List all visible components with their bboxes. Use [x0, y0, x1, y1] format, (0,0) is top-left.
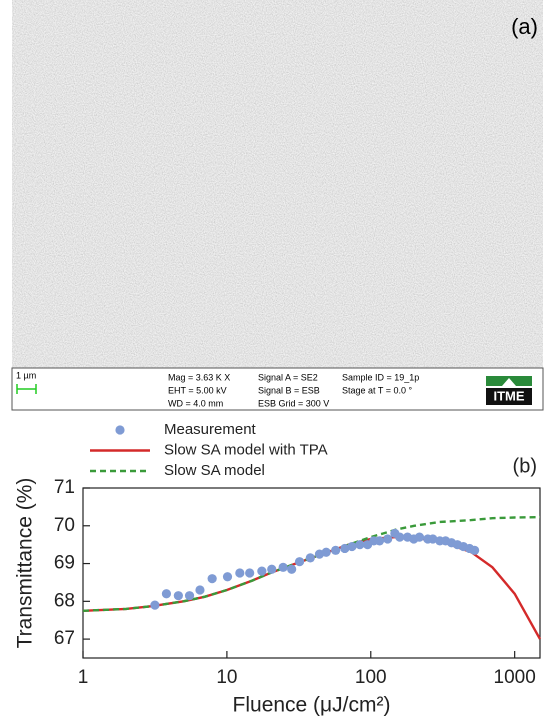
data-point — [245, 568, 255, 578]
data-point — [340, 543, 350, 554]
data-point — [470, 545, 480, 555]
plot-frame — [82, 487, 541, 659]
panel-label: (a) — [511, 14, 538, 39]
info-bar — [11, 367, 544, 411]
data-point — [184, 591, 195, 601]
info-text: Sample ID = 19_1p — [342, 372, 419, 382]
info-text: Mag = 3.63 K X — [168, 372, 230, 382]
info-text: WD = 4.0 mm — [168, 398, 223, 408]
logo: ITME — [486, 376, 532, 405]
x-tick-label: 100 — [355, 667, 387, 688]
logo-text: ITME — [493, 388, 524, 403]
data-point — [267, 564, 277, 574]
sem-panel: (a) 1 µm Mag = 3.63 K X EHT = 5.00 kV WD… — [11, 0, 544, 411]
y-tick-label: 71 — [54, 477, 75, 498]
scale-bar — [16, 384, 37, 394]
y-tick-label: 70 — [54, 515, 75, 536]
scale-bar-label: 1 µm — [16, 370, 36, 380]
data-point — [395, 532, 405, 542]
data-point — [428, 534, 438, 544]
panel-label: (b) — [513, 455, 537, 477]
data-point — [294, 557, 305, 567]
data-point — [235, 568, 245, 578]
y-tick-label: 68 — [54, 590, 75, 611]
data-point — [173, 591, 183, 601]
data-point — [374, 536, 385, 546]
data-point — [321, 547, 331, 557]
data-point — [207, 574, 217, 584]
chart: 67 68 69 70 71 1 10 100 1000 Fluence (μJ/cm²) Tran… — [14, 421, 542, 717]
x-tick-label: 10 — [216, 667, 237, 688]
info-text: Signal A = SE2 — [258, 372, 318, 382]
data-point — [195, 585, 205, 595]
legend-marker — [115, 425, 125, 435]
info-text: Signal B = ESB — [258, 385, 320, 395]
data-point — [257, 566, 267, 576]
info-text: EHT = 5.00 kV — [168, 385, 227, 395]
data-point — [287, 564, 297, 574]
sem-image — [12, 0, 543, 368]
data-point — [278, 562, 288, 572]
data-point — [355, 540, 365, 550]
model-line — [82, 515, 541, 612]
data-point — [222, 572, 233, 582]
x-axis-label: Fluence (μJ/cm²) — [233, 694, 391, 717]
data-point — [331, 545, 341, 555]
y-tick-label: 69 — [54, 553, 75, 574]
legend-label: Measurement — [164, 421, 257, 438]
data-point — [161, 589, 172, 599]
x-tick-label: 1 — [78, 667, 89, 688]
data-point — [305, 553, 315, 563]
x-tick-label: 1000 — [494, 667, 536, 688]
y-axis-label: Transmittance (%) — [14, 478, 37, 649]
info-text: ESB Grid = 300 V — [258, 398, 329, 408]
data-point — [383, 534, 393, 544]
data-point — [150, 600, 160, 610]
data-point — [347, 541, 357, 552]
legend-label: Slow SA model with TPA — [164, 441, 328, 458]
info-text: Stage at T = 0.0 ° — [342, 385, 412, 395]
legend-label: Slow SA model — [164, 462, 265, 479]
data-point — [414, 532, 425, 542]
y-tick-label: 67 — [54, 628, 75, 649]
